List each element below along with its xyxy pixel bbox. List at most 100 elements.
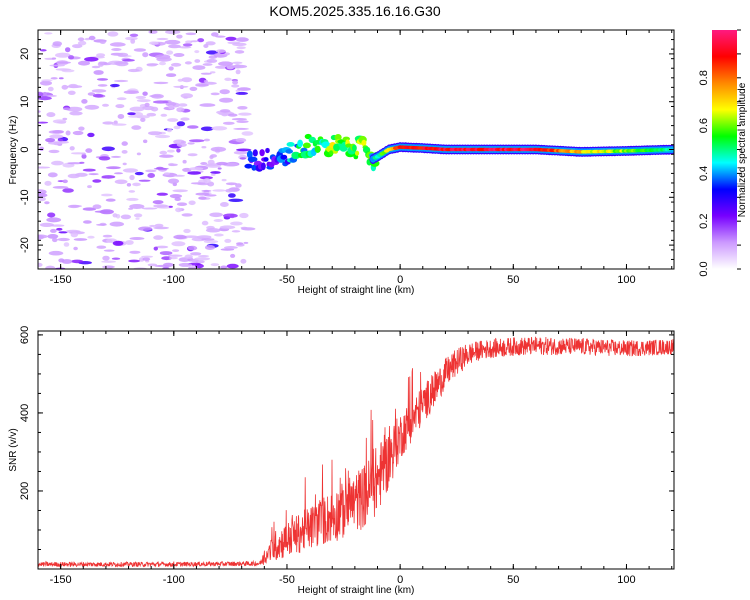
- y-tick-label: 200: [19, 482, 31, 500]
- noise-speckle: [116, 97, 127, 101]
- noise-speckle: [168, 205, 173, 208]
- noise-speckle: [224, 246, 238, 249]
- noise-speckle: [101, 175, 116, 179]
- noise-speckle: [153, 246, 158, 251]
- noise-speckle: [92, 179, 102, 183]
- noise-speckle: [46, 112, 56, 118]
- noise-speckle: [79, 161, 85, 164]
- noise-speckle: [78, 126, 85, 131]
- signal-blob: [302, 142, 311, 149]
- noise-speckle: [234, 64, 241, 69]
- noise-speckle: [121, 150, 128, 154]
- noise-speckle: [221, 178, 227, 182]
- signal-blob: [246, 150, 253, 159]
- snr-frame: [37, 330, 675, 570]
- noise-speckle: [110, 83, 120, 88]
- y-tick-label: 20: [19, 48, 31, 60]
- noise-speckle: [201, 189, 212, 192]
- noise-speckle: [172, 249, 180, 253]
- noise-speckle: [235, 91, 248, 95]
- noise-speckle: [114, 179, 128, 185]
- noise-speckle: [121, 141, 128, 146]
- noise-speckle: [210, 154, 218, 158]
- noise-speckle: [189, 86, 198, 91]
- noise-speckle: [225, 36, 237, 41]
- spectrogram-content: [38, 30, 674, 269]
- noise-speckle: [178, 103, 188, 107]
- noise-speckle: [97, 84, 108, 87]
- noise-speckle: [161, 256, 173, 261]
- noise-speckle: [197, 38, 205, 43]
- noise-speckle: [232, 61, 243, 64]
- noise-speckle: [111, 257, 121, 260]
- spectrogram-ylabel: Frequency (Hz): [8, 116, 19, 185]
- noise-speckle: [219, 109, 231, 113]
- noise-speckle: [200, 72, 212, 75]
- noise-speckle: [61, 84, 69, 90]
- noise-speckle: [130, 38, 136, 44]
- noise-speckle: [176, 34, 183, 39]
- noise-speckle: [129, 174, 135, 181]
- x-tick-label: 0: [397, 574, 403, 586]
- noise-speckle: [127, 112, 136, 116]
- colorbar-ticks: 0.0 0.2 0.4 0.6 0.8: [698, 29, 741, 277]
- noise-speckle: [167, 178, 180, 184]
- noise-speckle: [167, 149, 175, 153]
- noise-speckle: [173, 234, 187, 240]
- noise-speckle: [102, 255, 110, 261]
- noise-speckle: [164, 39, 181, 45]
- noise-speckle: [203, 138, 210, 142]
- noise-speckle: [50, 77, 58, 80]
- x-tick-label: -100: [163, 574, 185, 586]
- noise-speckle: [240, 226, 248, 229]
- noise-speckle: [156, 192, 168, 196]
- noise-speckle: [173, 174, 186, 177]
- noise-speckle: [153, 81, 169, 85]
- noise-speckle: [57, 138, 64, 142]
- noise-speckle: [168, 44, 181, 49]
- noise-speckle: [232, 80, 239, 85]
- noise-speckle: [38, 193, 48, 198]
- noise-speckle: [52, 130, 65, 134]
- signal-blob: [314, 145, 321, 153]
- noise-speckle: [91, 65, 101, 69]
- noise-speckle: [211, 173, 216, 176]
- noise-speckle: [225, 182, 238, 186]
- noise-speckle: [188, 200, 196, 206]
- y-tick-label: 0: [19, 146, 31, 152]
- noise-speckle: [187, 153, 198, 157]
- noise-speckle: [212, 189, 226, 192]
- signal-blob: [265, 147, 270, 154]
- noise-speckle: [129, 204, 145, 209]
- noise-speckle: [38, 234, 45, 240]
- signal-blob: [261, 162, 266, 171]
- noise-speckle: [77, 40, 87, 46]
- noise-speckle: [219, 225, 236, 230]
- noise-speckle: [52, 186, 69, 189]
- noise-speckle: [205, 41, 216, 46]
- noise-speckle: [136, 152, 141, 156]
- noise-speckle: [203, 44, 209, 48]
- colorbar-tick-label: 0.8: [698, 70, 710, 85]
- noise-speckle: [241, 131, 254, 136]
- colorbar-label: Normalized spectral amplitude: [737, 82, 748, 217]
- noise-speckle: [233, 150, 248, 155]
- colorbar-tick-label: 0.4: [698, 166, 710, 181]
- noise-speckle: [149, 41, 159, 45]
- x-tick-label: -50: [279, 274, 295, 286]
- noise-speckle: [194, 263, 204, 269]
- x-tick-label: -150: [50, 574, 72, 586]
- y-tick-label: -10: [19, 189, 31, 205]
- noise-speckle: [184, 254, 193, 259]
- noise-speckle: [228, 198, 244, 202]
- noise-speckle: [41, 79, 53, 82]
- snr-content: [38, 336, 674, 568]
- x-tick-label: 100: [617, 574, 635, 586]
- noise-speckle: [115, 104, 125, 109]
- noise-speckle: [168, 254, 183, 257]
- noise-speckle: [87, 92, 96, 96]
- noise-speckle: [153, 235, 164, 240]
- noise-speckle: [199, 176, 213, 180]
- noise-speckle: [185, 32, 197, 36]
- noise-speckle: [230, 253, 236, 258]
